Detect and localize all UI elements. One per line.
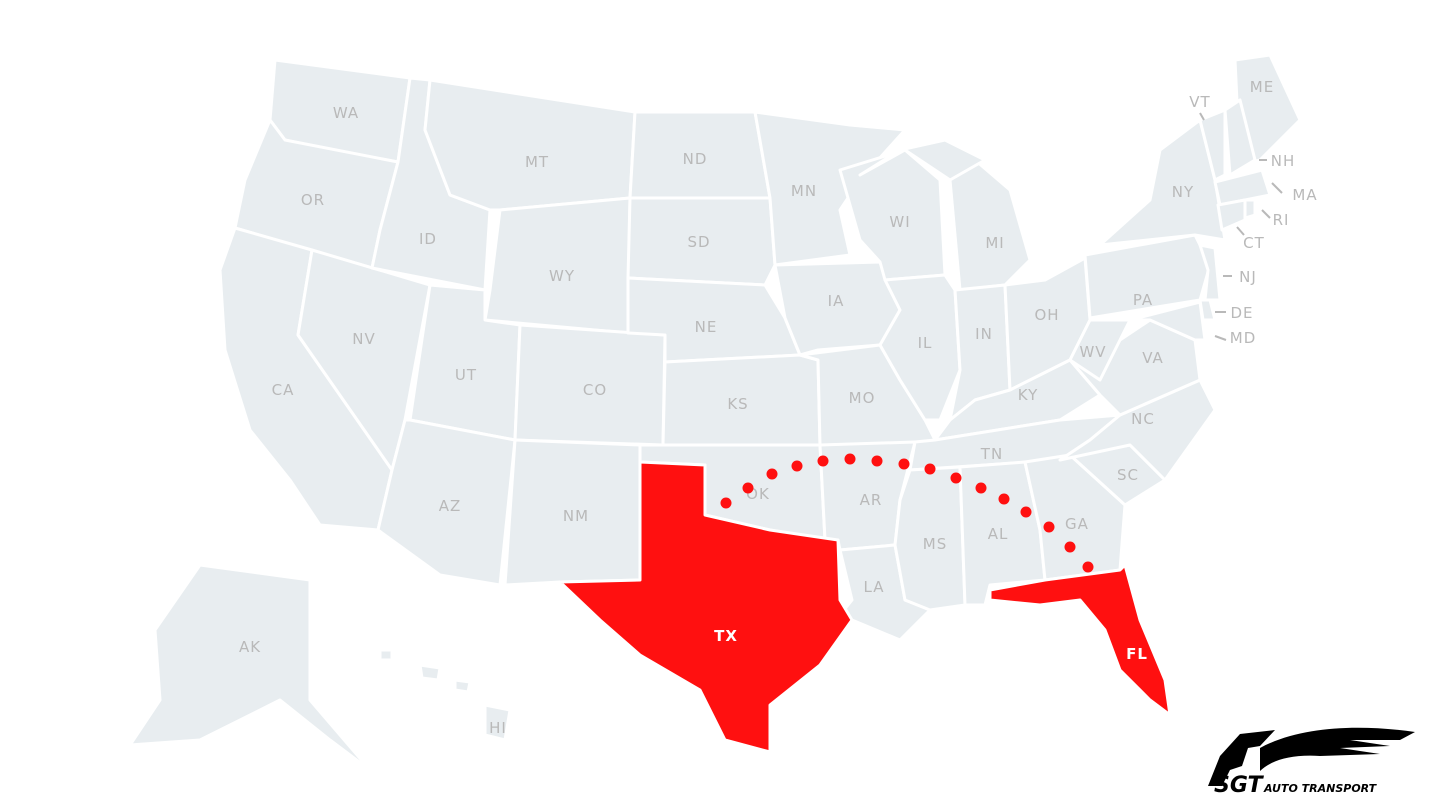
route-dot	[924, 463, 936, 475]
state-label-in: IN	[975, 325, 993, 343]
route-dot	[844, 453, 856, 465]
state-mn	[753, 110, 907, 267]
state-label-ne: NE	[695, 318, 718, 336]
state-label-ma: MA	[1292, 186, 1317, 204]
state-label-hi: HI	[489, 719, 507, 737]
route-dot	[975, 482, 987, 494]
route-dot	[1043, 521, 1055, 533]
state-label-nv: NV	[352, 330, 375, 348]
state-label-la: LA	[864, 578, 885, 596]
route-dot	[1020, 506, 1032, 518]
state-label-ms: MS	[923, 535, 947, 553]
state-fl	[988, 563, 1172, 717]
state-label-ct: CT	[1243, 234, 1265, 252]
state-sd	[626, 196, 777, 287]
state-vt	[1198, 108, 1227, 182]
state-mi	[948, 158, 1032, 292]
state-il	[878, 273, 962, 422]
state-wy	[483, 196, 632, 335]
label-leader-line	[1261, 209, 1271, 219]
state-tx	[558, 460, 854, 754]
state-hi	[378, 648, 394, 662]
state-label-nd: ND	[683, 150, 708, 168]
route-dot	[898, 458, 910, 470]
state-label-il: IL	[918, 334, 933, 352]
state-label-nj: NJ	[1239, 268, 1257, 286]
route-dot	[1082, 561, 1094, 573]
state-label-me: ME	[1250, 78, 1274, 96]
state-hi	[418, 663, 442, 682]
route-dot	[1064, 541, 1076, 553]
state-label-co: CO	[583, 381, 607, 399]
state-label-fl: FL	[1126, 645, 1148, 663]
route-dot	[871, 455, 883, 467]
logo-brand: SGT	[1214, 773, 1265, 796]
state-ma	[1213, 168, 1272, 207]
label-leader-line	[1214, 335, 1227, 341]
label-leader-line	[1236, 226, 1245, 236]
state-label-az: AZ	[439, 497, 462, 515]
state-label-de: DE	[1230, 304, 1253, 322]
state-label-oh: OH	[1034, 306, 1059, 324]
sgt-auto-transport-logo: SGT AUTO TRANSPORT	[1200, 726, 1420, 798]
state-ak	[128, 563, 372, 772]
state-label-ny: NY	[1172, 183, 1194, 201]
state-nj	[1198, 243, 1222, 302]
state-label-mt: MT	[525, 153, 549, 171]
route-dotted-line	[720, 453, 1094, 573]
state-label-nc: NC	[1131, 410, 1155, 428]
state-label-wa: WA	[333, 104, 359, 122]
state-label-tx: TX	[714, 627, 738, 645]
state-ct	[1216, 198, 1247, 232]
state-label-sc: SC	[1117, 466, 1139, 484]
state-label-mn: MN	[791, 182, 817, 200]
route-dot	[766, 468, 778, 480]
state-label-wi: WI	[889, 213, 910, 231]
state-label-ut: UT	[455, 366, 477, 384]
state-label-vt: VT	[1189, 93, 1210, 111]
state-label-ky: KY	[1018, 386, 1038, 404]
state-label-ca: CA	[272, 381, 295, 399]
state-label-mo: MO	[849, 389, 876, 407]
state-md	[1128, 300, 1207, 342]
state-mi	[858, 138, 987, 182]
state-label-al: AL	[988, 525, 1009, 543]
state-label-ia: IA	[828, 292, 845, 310]
state-nc	[1058, 378, 1217, 482]
state-label-wy: WY	[549, 267, 575, 285]
state-label-nm: NM	[563, 507, 589, 525]
label-leader-line	[1271, 182, 1283, 194]
route-dot	[950, 472, 962, 484]
route-dot	[791, 460, 803, 472]
state-label-ks: KS	[727, 395, 748, 413]
state-label-md: MD	[1230, 329, 1257, 347]
state-label-pa: PA	[1133, 291, 1153, 309]
state-label-mi: MI	[985, 234, 1004, 252]
state-label-ak: AK	[239, 638, 261, 656]
state-label-ar: AR	[860, 491, 883, 509]
state-label-va: VA	[1142, 349, 1164, 367]
state-nh	[1223, 98, 1257, 177]
state-label-wv: WV	[1079, 343, 1106, 361]
state-hi	[483, 703, 512, 742]
state-label-ri: RI	[1273, 211, 1290, 229]
logo-tagline: AUTO TRANSPORT	[1263, 782, 1378, 795]
state-label-tn: TN	[980, 445, 1003, 463]
state-label-ga: GA	[1065, 515, 1089, 533]
state-label-id: ID	[419, 230, 437, 248]
state-label-nh: NH	[1271, 152, 1296, 170]
route-dot	[817, 455, 829, 467]
state-ri	[1243, 198, 1257, 220]
state-mt	[423, 78, 637, 212]
route-dot	[720, 497, 732, 509]
route-dot	[742, 482, 754, 494]
state-va	[1068, 318, 1202, 417]
state-label-sd: SD	[687, 233, 710, 251]
route-dot	[998, 493, 1010, 505]
state-hi	[453, 678, 472, 694]
state-wv	[1068, 318, 1132, 382]
label-leader-line	[1199, 112, 1205, 121]
state-label-or: OR	[301, 191, 325, 209]
